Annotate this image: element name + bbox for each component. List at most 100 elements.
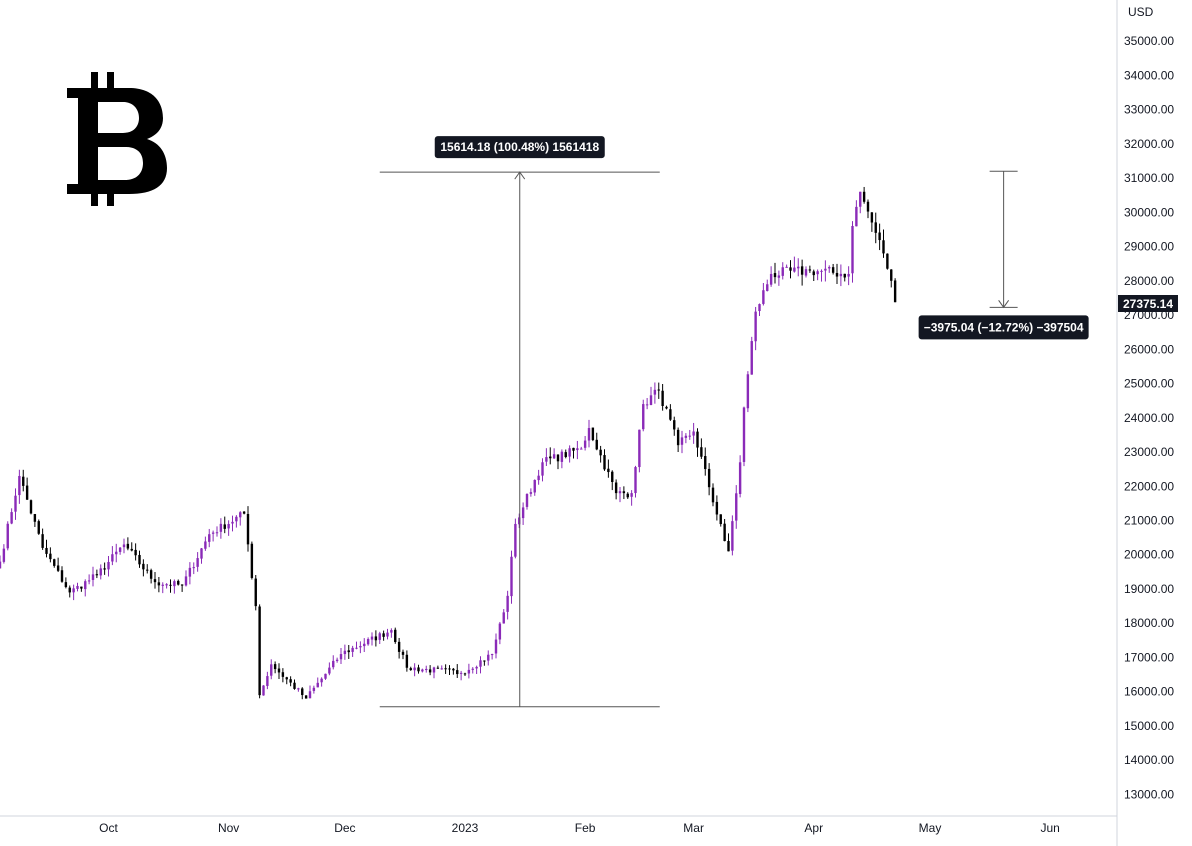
candle: [258, 604, 261, 699]
candle: [843, 273, 846, 282]
candle: [839, 264, 843, 287]
candle: [99, 564, 102, 580]
candle: [866, 199, 870, 219]
candle: [564, 449, 567, 459]
candle: [463, 672, 467, 676]
price-tick-label: 34000.00: [1124, 68, 1174, 82]
time-axis-background: [0, 816, 1192, 846]
price-tick-label: 22000.00: [1124, 479, 1174, 493]
candle: [498, 621, 502, 645]
candle: [444, 664, 447, 674]
candle: [653, 382, 657, 404]
candle: [130, 542, 133, 552]
price-tick-label: 13000.00: [1124, 787, 1174, 801]
candle: [211, 530, 215, 542]
candle: [103, 562, 106, 575]
candle: [413, 663, 416, 677]
candle: [45, 539, 48, 558]
candle: [134, 543, 137, 561]
price-tick-label: 35000.00: [1124, 34, 1174, 48]
candle: [87, 574, 91, 585]
candle: [149, 568, 153, 584]
candle: [409, 666, 412, 671]
candle: [781, 262, 784, 280]
candle: [80, 586, 83, 592]
candle: [692, 422, 695, 444]
price-tick-label: 23000.00: [1124, 445, 1174, 459]
candle: [890, 269, 893, 288]
candle: [56, 557, 60, 573]
candle: [138, 550, 141, 568]
price-tick-label: 15000.00: [1124, 719, 1174, 733]
candle: [680, 430, 684, 454]
candle: [347, 645, 350, 659]
candle: [91, 566, 95, 587]
candle: [49, 547, 52, 563]
price-tick-label: 31000.00: [1124, 171, 1174, 185]
candle: [797, 258, 800, 277]
candle: [502, 609, 505, 624]
candle: [169, 579, 172, 593]
candle: [363, 638, 366, 653]
candle: [572, 447, 575, 459]
candle: [273, 661, 277, 674]
candle: [37, 519, 40, 535]
candle: [72, 584, 75, 601]
candle: [711, 483, 715, 507]
candle: [448, 665, 451, 675]
candle: [390, 628, 393, 638]
candle: [324, 673, 327, 680]
candle: [231, 515, 234, 532]
candle: [436, 665, 440, 669]
candle: [316, 677, 319, 688]
candle: [657, 382, 660, 399]
candle: [800, 259, 804, 286]
candle: [382, 630, 385, 641]
price-tick-label: 21000.00: [1124, 514, 1174, 528]
candle: [456, 664, 459, 678]
time-tick-label: Mar: [683, 821, 704, 835]
candle: [335, 657, 339, 663]
candle: [370, 632, 374, 646]
price-tick-label: 26000.00: [1124, 342, 1174, 356]
candle: [634, 465, 637, 498]
candle: [727, 533, 730, 552]
candle: [665, 405, 668, 410]
candle: [60, 566, 64, 583]
candle: [394, 627, 397, 644]
time-tick-label: Feb: [575, 821, 596, 835]
currency-label: USD: [1128, 5, 1154, 19]
candle: [510, 550, 513, 604]
candle: [440, 665, 443, 670]
candle: [25, 477, 29, 500]
range-measure-down-label: −3975.04 (−12.72%) −397504: [924, 320, 1084, 334]
candle: [525, 493, 529, 510]
bitcoin-logo-icon: [67, 72, 167, 206]
candle: [405, 650, 409, 672]
candle: [603, 449, 606, 471]
candle: [22, 469, 25, 492]
candle: [521, 502, 525, 525]
last-price-tag-background: [1118, 295, 1178, 312]
candle: [766, 279, 769, 292]
price-axis-background: [1117, 0, 1192, 846]
candle: [684, 433, 688, 444]
candle: [173, 579, 176, 594]
candle: [793, 256, 796, 273]
candle: [41, 528, 44, 550]
candle: [146, 564, 149, 574]
candle: [804, 266, 808, 278]
price-tick-label: 29000.00: [1124, 240, 1174, 254]
candle: [204, 536, 207, 551]
candle: [64, 577, 68, 589]
candle: [537, 469, 540, 485]
candle: [595, 432, 598, 451]
candle: [2, 544, 6, 564]
candle: [366, 637, 370, 646]
candle: [332, 655, 335, 670]
candle: [859, 191, 862, 214]
candle: [735, 485, 738, 529]
candle: [762, 282, 765, 306]
